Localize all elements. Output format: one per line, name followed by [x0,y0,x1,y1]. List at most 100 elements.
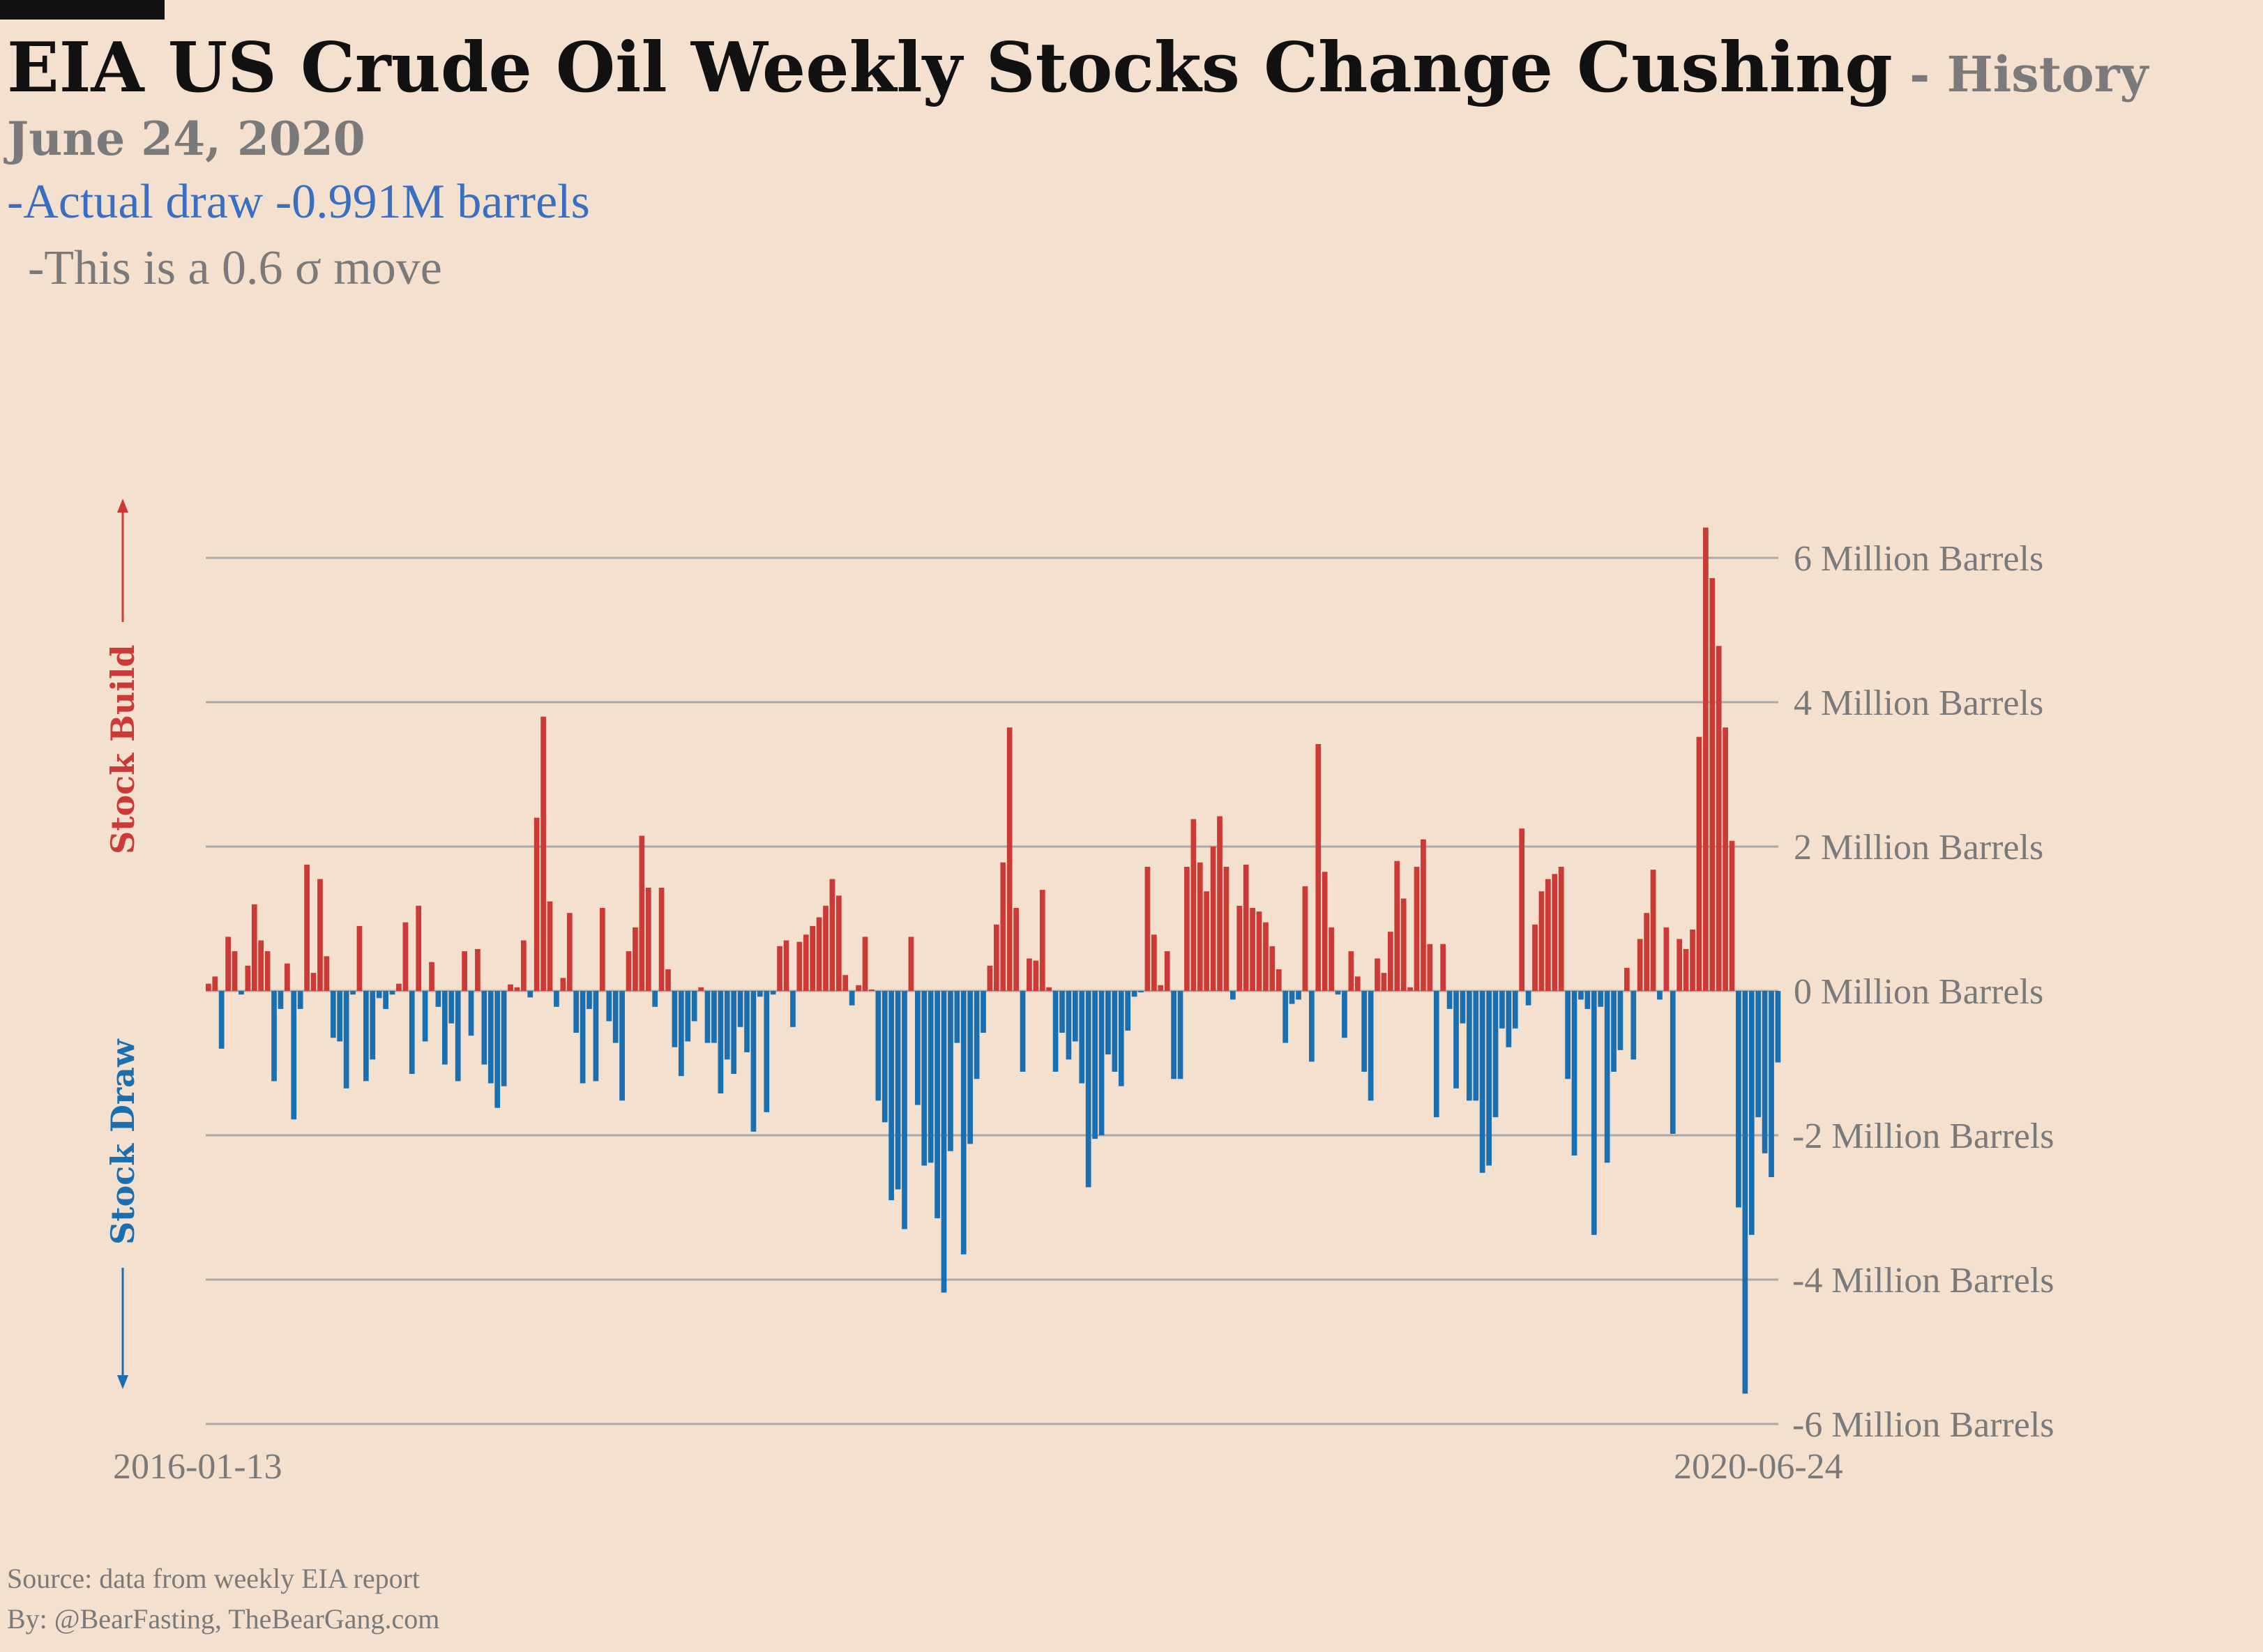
bar [1282,991,1289,1043]
bar [790,991,796,1027]
bar [1565,991,1571,1079]
bar [836,895,842,991]
bar [967,991,974,1144]
bar [1617,991,1624,1050]
bar [1348,951,1354,992]
bar [206,983,211,991]
build-arrow-head [117,499,128,513]
bar [1512,991,1518,1029]
stock-build-indicator: Stock Build [104,499,142,854]
bar [291,991,297,1120]
bar [895,991,901,1190]
y-tick-label: -4 Million Barrels [1792,1261,2054,1301]
bar [849,991,855,1006]
bar [239,991,244,995]
bar [639,835,645,991]
bar [1177,991,1183,1079]
bar [1171,991,1176,1079]
bar [1243,864,1249,992]
bar [1046,987,1052,992]
bar [750,991,757,1132]
bar [744,991,750,1052]
bar [1670,991,1676,1134]
bar [586,991,592,1009]
bar [285,963,290,991]
bar [501,991,507,1086]
bar [442,991,448,1065]
bar [1716,646,1722,991]
report-date: June 24, 2020 [7,112,365,166]
bar [921,991,928,1166]
bar [1296,991,1301,1000]
title-separator: - [1892,45,1947,103]
bar [560,978,566,991]
bar [508,984,513,991]
bar [619,991,625,1101]
bar [370,991,376,1060]
bar [645,887,651,991]
bar [612,991,619,1043]
bar [324,956,330,991]
bar [1250,907,1255,991]
bar [1552,874,1558,991]
bar [816,917,822,991]
bar [1223,866,1229,991]
bar [422,991,428,1042]
y-tick-label: 0 Million Barrels [1794,972,2043,1012]
bar [711,991,717,1043]
bar [994,924,999,991]
actual-draw-text: -Actual draw -0.991M barrels [7,175,590,229]
bar [1604,991,1610,1163]
bar [1361,991,1368,1072]
bar [1473,991,1479,1101]
bar [1079,991,1085,1084]
bar [1598,991,1604,1007]
bar [1118,991,1124,1086]
bar [1677,939,1683,991]
bar [310,973,317,992]
bar [718,991,724,1093]
y-tick-labels: 6 Million Barrels 4 Million Barrels 2 Mill… [1792,539,2054,1445]
bar [297,991,303,1009]
bar [881,991,888,1123]
bar [934,991,940,1219]
bar [1013,907,1019,991]
bar [810,925,816,991]
bar [1315,744,1322,991]
bar [1703,527,1709,991]
bar [829,879,835,992]
bar [383,991,388,1009]
bar [540,716,546,991]
bar [1131,991,1137,997]
bar [1532,924,1538,991]
bar [363,991,369,1082]
bars [206,527,1781,1394]
bar [1217,816,1223,991]
bar [1158,985,1164,991]
bar [271,991,277,1082]
bar [580,991,586,1084]
bar [974,991,980,1079]
bar [1499,991,1505,1029]
bar [1394,861,1400,991]
bar [1453,991,1459,1089]
bar [304,864,310,992]
y-tick-label: 2 Million Barrels [1794,828,2043,867]
bar [1591,991,1597,1235]
bar [1421,839,1426,991]
bar [1151,934,1157,991]
bar [1000,862,1006,991]
bar [770,991,776,995]
x-start-label: 2016-01-13 [113,1447,282,1487]
bar [278,991,284,1009]
bar [1066,991,1072,1060]
bar [435,991,441,1007]
bar [1289,991,1295,1004]
bar [462,951,467,992]
bar [396,983,402,991]
bar [1775,991,1781,1063]
bar [1256,911,1262,991]
bar [527,991,533,998]
bar [1085,991,1091,1188]
